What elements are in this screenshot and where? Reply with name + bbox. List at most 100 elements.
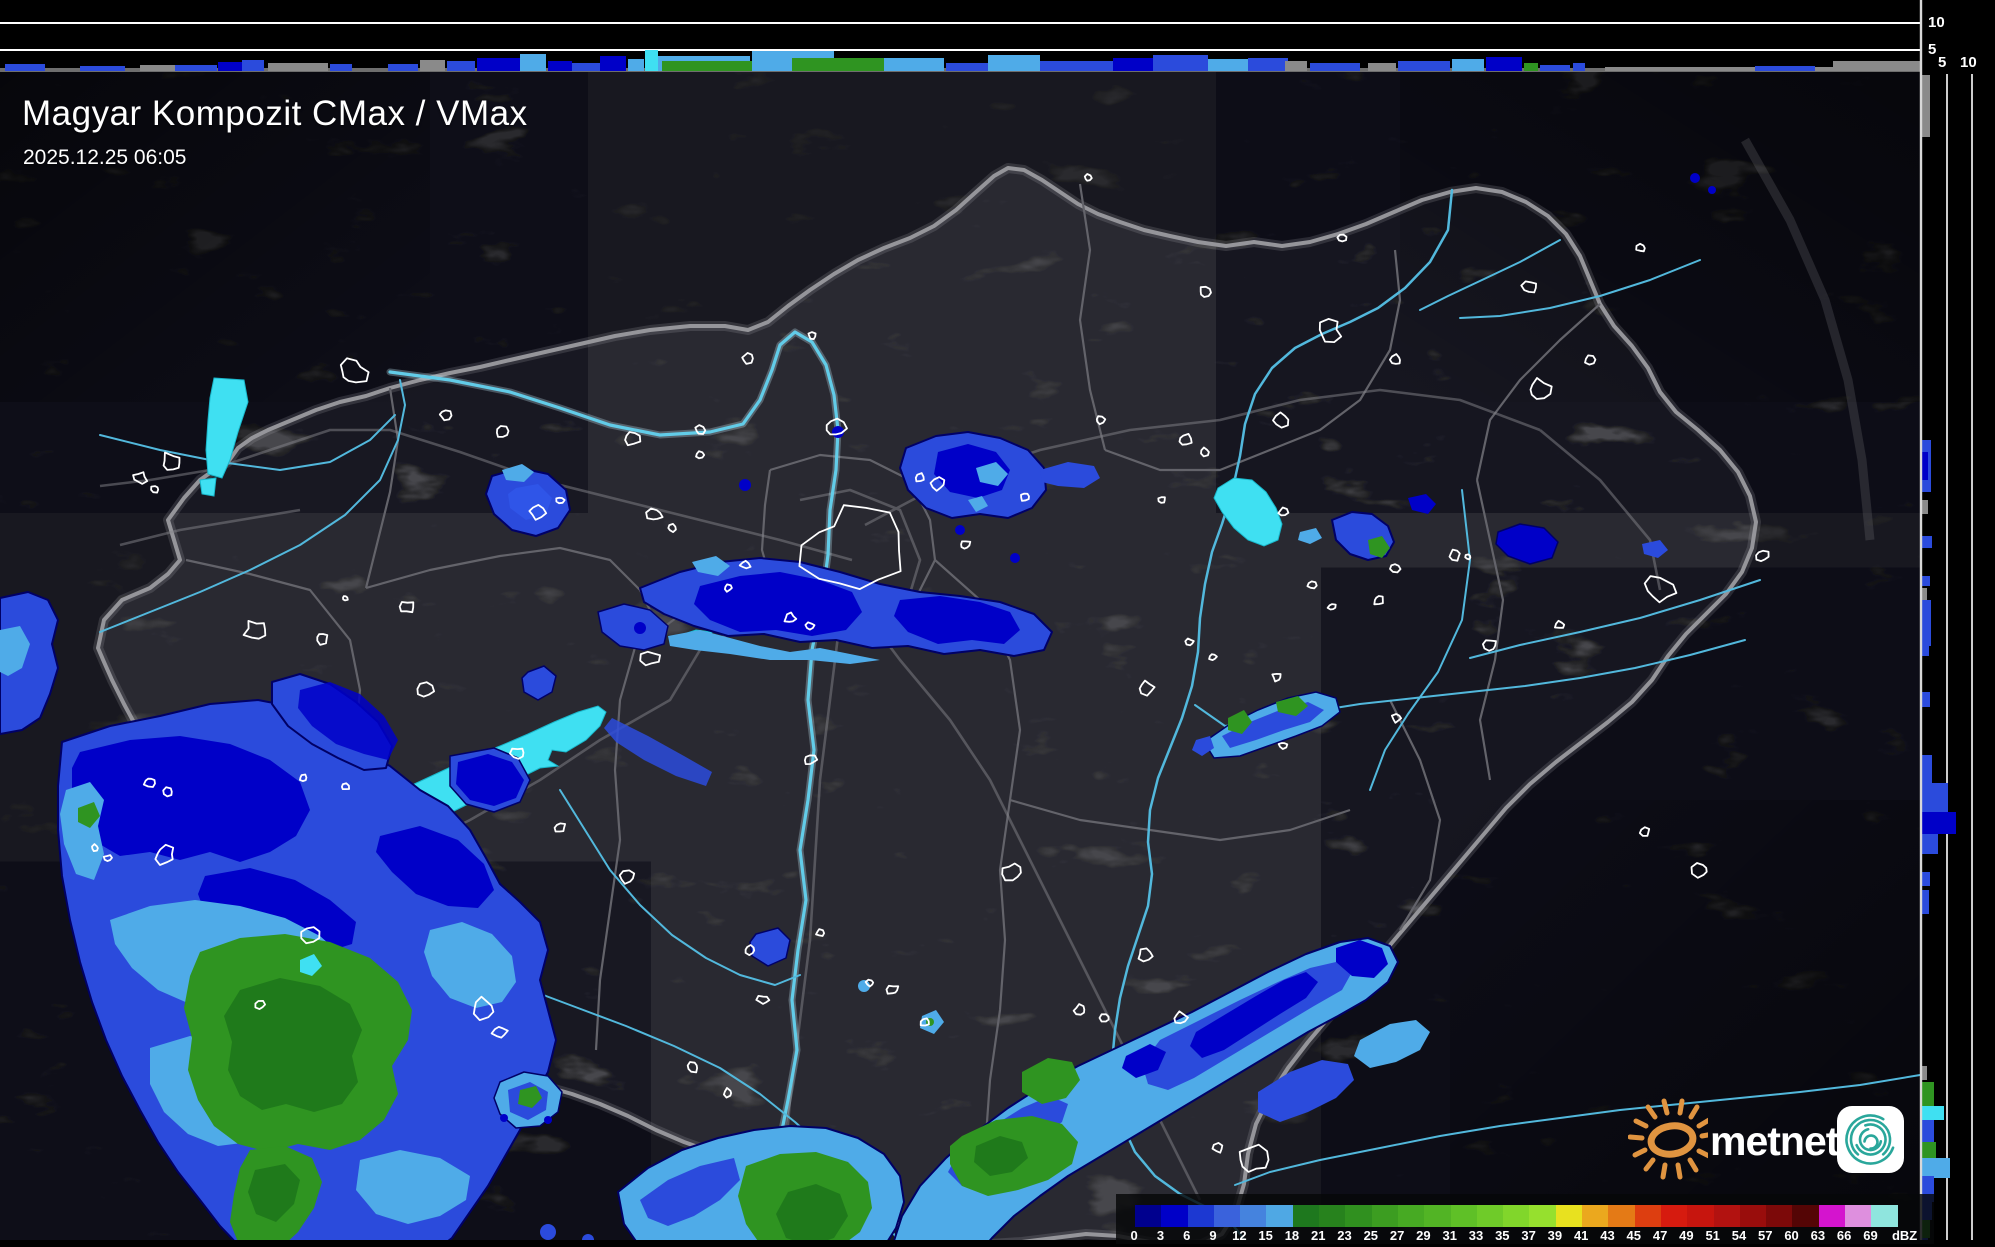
- city-outline: [1211, 1142, 1224, 1154]
- city-outline: [1389, 563, 1402, 574]
- city-outline: [864, 978, 875, 988]
- city-outline: [1157, 496, 1166, 504]
- colorbar-tick: 60: [1784, 1228, 1799, 1243]
- city-outline: [1271, 673, 1282, 683]
- city-outline: [1178, 433, 1193, 446]
- colorbar-tick: 25: [1363, 1228, 1379, 1243]
- colorbar-tick: 63: [1810, 1228, 1826, 1243]
- city-outline: [807, 331, 817, 340]
- top-scale-label-5km: 5: [1928, 41, 1937, 58]
- city-outline: [102, 854, 113, 862]
- colorbar-labels: 0 3 6 9 12 15 18 21 23 25 27 29 31 33 35 37 39 41 43 45 47 49…: [1121, 1228, 1926, 1243]
- city-outline: [142, 777, 156, 788]
- city-outline: [1318, 318, 1343, 343]
- colorbar-tick: 18: [1284, 1228, 1300, 1243]
- colorbar-cell: [1319, 1205, 1346, 1227]
- city-outline: [723, 1087, 733, 1099]
- city-outline: [496, 425, 510, 438]
- metnet-logo: metnet: [1628, 1096, 1918, 1184]
- city-outline: [1306, 580, 1318, 590]
- colorbar-unit: dBZ: [1891, 1228, 1918, 1243]
- city-outline: [686, 1061, 698, 1074]
- country-border: [93, 163, 1761, 1247]
- city-outline: [242, 620, 267, 640]
- city-outline: [438, 409, 453, 422]
- city-outline: [1020, 492, 1030, 502]
- city-outline: [1389, 353, 1401, 365]
- colorbar-cell: [1345, 1205, 1372, 1227]
- metnet-app-icon: [1837, 1106, 1904, 1173]
- colorbar-cell: [1713, 1205, 1740, 1227]
- colorbar-cell: [1792, 1205, 1819, 1227]
- colorbar-cell: [1450, 1205, 1477, 1227]
- city-outline: [1482, 639, 1497, 652]
- city-outline: [825, 417, 848, 436]
- colorbar-cell: [1871, 1205, 1898, 1227]
- city-outline: [1638, 826, 1651, 837]
- city-outline: [490, 1026, 509, 1039]
- city-outline: [929, 476, 946, 492]
- colorbar-cell: [1187, 1205, 1214, 1227]
- colorbar: [1135, 1205, 1898, 1227]
- city-outline: [914, 472, 925, 483]
- city-outline: [1277, 742, 1289, 750]
- city-outline: [1755, 549, 1770, 562]
- city-outline: [804, 754, 819, 765]
- city-outline: [132, 471, 149, 485]
- city-outline: [1238, 1143, 1270, 1173]
- city-outline: [1138, 679, 1156, 697]
- top-profile-strip: [0, 0, 1995, 72]
- city-outline: [342, 595, 349, 602]
- colorbar-cell: [1266, 1205, 1293, 1227]
- colorbar-tick: 21: [1310, 1228, 1326, 1243]
- city-outline: [1072, 1003, 1086, 1016]
- colorbar-cell: [1660, 1205, 1688, 1227]
- colorbar-cell: [1161, 1205, 1188, 1227]
- page-title: Magyar Kompozit CMax / VMax: [22, 94, 528, 133]
- colorbar-cell: [1608, 1205, 1635, 1227]
- city-outline: [804, 621, 816, 631]
- colorbar-cell: [1135, 1205, 1162, 1227]
- city-outline: [254, 1000, 266, 1010]
- metnet-wordmark: metnet: [1710, 1118, 1839, 1164]
- colorbar-cell: [1476, 1205, 1504, 1227]
- colorbar-tick: 51: [1705, 1228, 1720, 1243]
- city-outline: [1373, 595, 1384, 606]
- city-outline: [738, 559, 752, 570]
- colorbar-tick: 33: [1468, 1228, 1484, 1243]
- city-outline: [919, 1017, 930, 1027]
- colorbar-tick: 0: [1130, 1228, 1138, 1243]
- city-outline: [1098, 1013, 1110, 1023]
- colorbar-tick: 23: [1337, 1228, 1352, 1243]
- city-outline: [624, 431, 642, 447]
- colorbar-cell: [1555, 1205, 1583, 1227]
- colorbar-tick: 35: [1495, 1228, 1510, 1243]
- city-outline: [695, 450, 706, 460]
- colorbar-cell: [1739, 1205, 1767, 1227]
- timestamp: 2025.12.25 06:05: [23, 146, 187, 169]
- colorbar-cell: [1766, 1205, 1793, 1227]
- city-outline: [667, 523, 677, 533]
- right-profile-strip: [1922, 72, 1995, 1247]
- city-outline: [1690, 862, 1708, 879]
- colorbar-tick: 3: [1156, 1228, 1165, 1243]
- city-outline: [553, 822, 566, 833]
- city-outline: [1272, 411, 1290, 429]
- city-outline: [555, 496, 566, 505]
- city-outline: [154, 843, 175, 866]
- spiral-icon: [1845, 1114, 1896, 1165]
- top-scale-label-10km: 10: [1928, 14, 1945, 31]
- colorbar-tick: 69: [1863, 1228, 1878, 1243]
- colorbar-tick: 29: [1416, 1228, 1431, 1243]
- colorbar-tick: 43: [1600, 1228, 1615, 1243]
- city-outline: [885, 984, 900, 995]
- sun-icon: [1628, 1098, 1708, 1180]
- precipitation-layer: [0, 173, 1716, 1247]
- city-outline: [783, 611, 798, 623]
- city-outline: [815, 928, 825, 937]
- colorbar-cell: [1845, 1205, 1872, 1227]
- colorbar-cell: [1424, 1205, 1451, 1227]
- city-outline: [528, 504, 548, 521]
- colorbar-cell: [1397, 1205, 1425, 1227]
